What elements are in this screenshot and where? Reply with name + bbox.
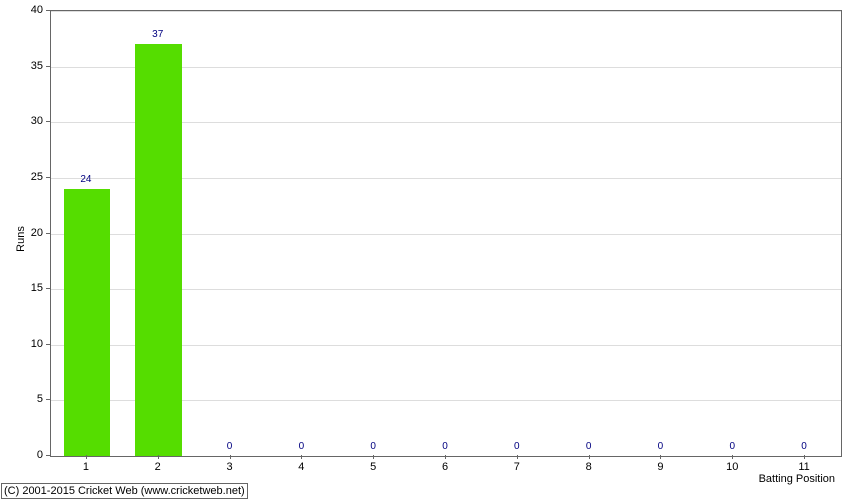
x-tick-mark	[158, 455, 159, 459]
bar-value-label: 24	[80, 174, 91, 185]
y-tick-mark	[46, 233, 50, 234]
y-tick-mark	[46, 344, 50, 345]
x-axis-label: Batting Position	[759, 473, 835, 485]
x-tick-mark	[660, 455, 661, 459]
x-tick-label: 5	[370, 461, 376, 473]
bar-value-label: 0	[299, 441, 305, 452]
bar-value-label: 0	[658, 441, 664, 452]
x-tick-label: 1	[83, 461, 89, 473]
bar-value-label: 37	[152, 29, 163, 40]
x-tick-mark	[301, 455, 302, 459]
y-tick-mark	[46, 288, 50, 289]
x-tick-label: 8	[586, 461, 592, 473]
bar	[64, 189, 111, 456]
x-tick-mark	[445, 455, 446, 459]
x-tick-mark	[230, 455, 231, 459]
bar-value-label: 0	[370, 441, 376, 452]
chart-container: Runs Batting Position (C) 2001-2015 Cric…	[0, 0, 850, 500]
bar-value-label: 0	[442, 441, 448, 452]
y-tick-mark	[46, 10, 50, 11]
y-tick-label: 15	[31, 282, 43, 294]
x-tick-label: 11	[798, 461, 809, 473]
bar	[135, 44, 182, 456]
x-tick-label: 10	[726, 461, 738, 473]
y-tick-mark	[46, 177, 50, 178]
y-tick-label: 10	[31, 338, 43, 350]
x-tick-label: 9	[657, 461, 663, 473]
y-tick-label: 5	[37, 393, 43, 405]
y-tick-mark	[46, 66, 50, 67]
y-tick-mark	[46, 455, 50, 456]
x-tick-mark	[804, 455, 805, 459]
copyright-text: (C) 2001-2015 Cricket Web (www.cricketwe…	[1, 483, 248, 499]
bar-value-label: 0	[586, 441, 592, 452]
plot-area	[50, 10, 842, 457]
x-tick-mark	[732, 455, 733, 459]
x-tick-label: 4	[298, 461, 304, 473]
x-tick-label: 7	[514, 461, 520, 473]
bar-value-label: 0	[514, 441, 520, 452]
x-tick-mark	[373, 455, 374, 459]
y-tick-label: 40	[31, 4, 43, 16]
y-tick-mark	[46, 399, 50, 400]
gridline	[51, 11, 841, 12]
y-axis-label: Runs	[15, 226, 27, 252]
y-tick-mark	[46, 121, 50, 122]
y-tick-label: 25	[31, 171, 43, 183]
x-tick-mark	[517, 455, 518, 459]
bar-value-label: 0	[227, 441, 233, 452]
x-tick-mark	[86, 455, 87, 459]
x-tick-label: 6	[442, 461, 448, 473]
x-tick-label: 3	[226, 461, 232, 473]
y-tick-label: 30	[31, 115, 43, 127]
x-tick-mark	[589, 455, 590, 459]
bar-value-label: 0	[729, 441, 735, 452]
bar-value-label: 0	[801, 441, 807, 452]
y-tick-label: 20	[31, 227, 43, 239]
x-tick-label: 2	[155, 461, 161, 473]
y-tick-label: 0	[37, 449, 43, 461]
y-tick-label: 35	[31, 60, 43, 72]
